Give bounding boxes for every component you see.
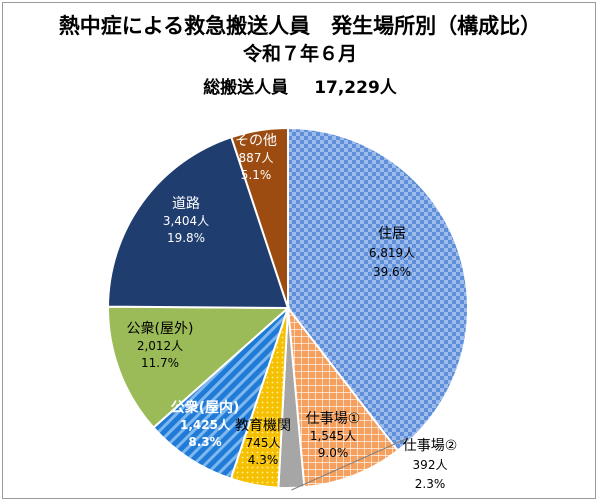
slice-label-name-2: 仕事場② bbox=[403, 438, 458, 454]
pie-slice-7 bbox=[230, 126, 289, 309]
slice-label-count-5: 2,012人 bbox=[137, 339, 183, 353]
pie-slice-0 bbox=[287, 126, 470, 453]
slice-label-percent-4: 8.3% bbox=[188, 435, 221, 449]
chart-title: 熱中症による救急搬送人員 発生場所別（構成比） bbox=[58, 14, 542, 38]
slice-label-name-1: 仕事場① bbox=[306, 411, 361, 427]
slice-label-name-6: 道路 bbox=[172, 196, 200, 212]
slice-label-count-0: 6,819人 bbox=[369, 246, 415, 260]
slice-label-count-2: 392人 bbox=[413, 458, 448, 472]
slice-label-percent-3: 4.3% bbox=[248, 453, 279, 467]
pie-slice-4 bbox=[152, 304, 291, 480]
slice-label-count-3: 745人 bbox=[246, 436, 281, 450]
total-label: 総搬送人員 bbox=[203, 78, 289, 98]
slice-label-name-4: 公衆(屋内) bbox=[171, 399, 240, 416]
slice-label-name-0: 住居 bbox=[378, 226, 406, 242]
slice-label-percent-7: 5.1% bbox=[241, 168, 272, 182]
pie-slice-1 bbox=[286, 304, 400, 489]
slice-label-count-7: 887人 bbox=[239, 151, 274, 165]
slice-label-percent-6: 19.8% bbox=[167, 231, 205, 245]
slice-label-count-1: 1,545人 bbox=[310, 429, 356, 443]
pie-slice-5 bbox=[107, 305, 291, 429]
leader-line-2 bbox=[291, 437, 409, 491]
slice-label-count-6: 3,404人 bbox=[163, 214, 209, 228]
slice-label-name-7: その他 bbox=[235, 133, 277, 149]
slice-label-name-3: 教育機関 bbox=[235, 418, 291, 434]
chart-total: 総搬送人員 17,229人 bbox=[0, 73, 600, 98]
slice-label-percent-5: 11.7% bbox=[141, 356, 179, 370]
slice-label-count-4: 1,425人 bbox=[180, 417, 231, 432]
slice-label-percent-0: 39.6% bbox=[373, 265, 411, 279]
slice-label-percent-1: 9.0% bbox=[318, 446, 349, 460]
total-value: 17,229人 bbox=[314, 78, 397, 98]
slice-label-name-5: 公衆(屋外) bbox=[127, 321, 194, 337]
chart-subtitle: 令和７年６月 bbox=[242, 43, 357, 65]
pie-slice-6 bbox=[107, 135, 290, 310]
slice-label-percent-2: 2.3% bbox=[415, 477, 446, 491]
